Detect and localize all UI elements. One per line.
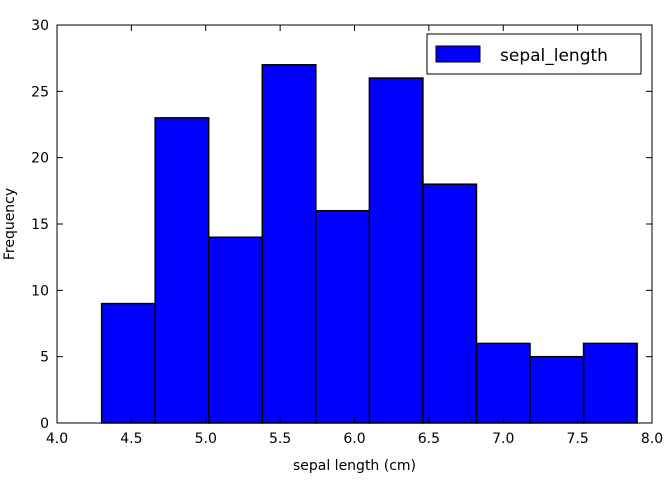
x-tick-label: 7.5 <box>566 431 588 447</box>
histogram-bar <box>100 302 156 424</box>
y-tick-label: 15 <box>31 217 49 233</box>
histogram-bar <box>261 64 317 424</box>
histogram-bar <box>475 342 531 424</box>
legend: sepal_length <box>426 33 642 75</box>
histogram-bar <box>582 342 638 424</box>
histogram-bar <box>422 183 478 424</box>
histogram-bar <box>368 77 424 424</box>
x-tick-label: 7.0 <box>492 431 514 447</box>
y-tick-label: 10 <box>31 283 49 299</box>
histogram-bar <box>529 355 585 424</box>
y-tick-label: 20 <box>31 151 49 167</box>
y-tick-label: 25 <box>31 84 49 100</box>
bars-group <box>100 64 638 424</box>
x-axis-label: sepal length (cm) <box>293 458 416 474</box>
legend-swatch <box>435 45 481 63</box>
x-tick-label: 4.0 <box>46 431 68 447</box>
x-tick-label: 4.5 <box>120 431 142 447</box>
x-tick-label: 5.0 <box>195 431 217 447</box>
x-tick-label: 6.0 <box>343 431 365 447</box>
histogram-bar <box>207 236 264 424</box>
y-axis: 0 5 10 15 20 25 30 <box>31 18 652 432</box>
x-tick-label: 8.0 <box>641 431 663 447</box>
histogram-bar <box>154 117 210 424</box>
x-axis: 4.0 4.5 5.0 5.5 6.0 6.5 7.0 7.5 8.0 <box>46 25 663 447</box>
y-axis-label: Frequency <box>2 188 18 260</box>
legend-label: sepal_length <box>500 46 608 66</box>
histogram-bar <box>315 209 371 424</box>
y-tick-label: 5 <box>40 350 49 366</box>
x-tick-label: 5.5 <box>269 431 291 447</box>
y-tick-label: 0 <box>40 416 49 432</box>
y-tick-label: 30 <box>31 18 49 34</box>
x-tick-label: 6.5 <box>418 431 440 447</box>
